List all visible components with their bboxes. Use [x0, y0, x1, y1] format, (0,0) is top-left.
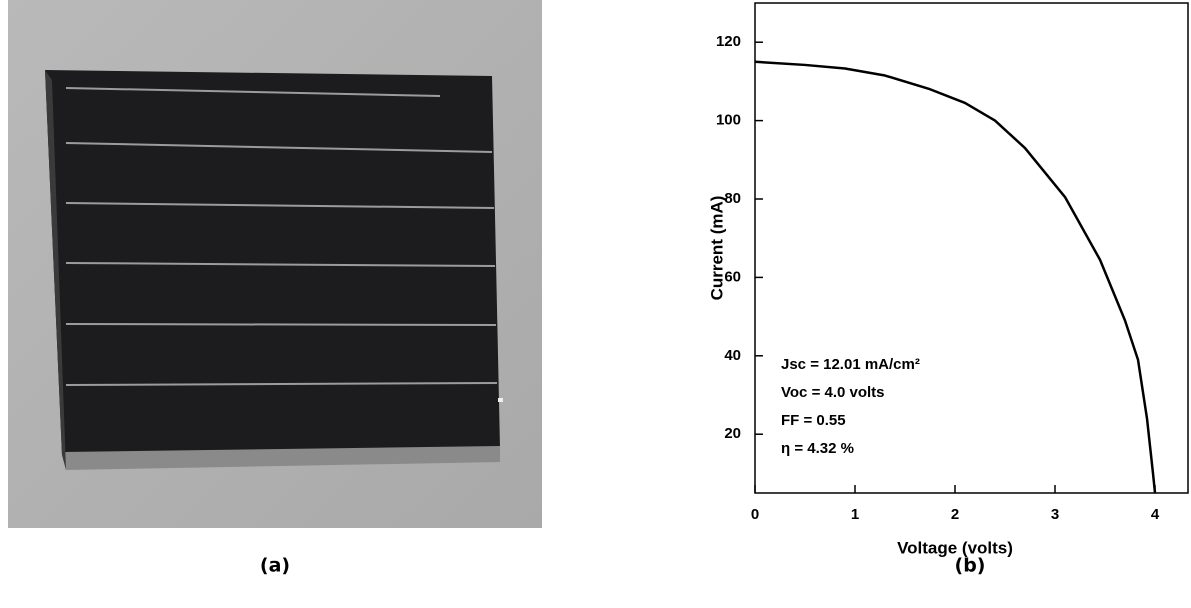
panel-label: (a) — [260, 555, 290, 577]
x-tick-label: 1 — [851, 506, 859, 523]
y-tick-label: 100 — [716, 112, 741, 129]
x-tick-label: 0 — [751, 506, 759, 523]
y-tick-label: 40 — [724, 347, 741, 364]
panel-label: (b) — [955, 555, 986, 577]
y-tick-label: 20 — [724, 425, 741, 442]
annotation: η = 4.32 % — [781, 440, 854, 457]
annotation: Voc = 4.0 volts — [781, 384, 885, 401]
plot-frame — [754, 2, 1189, 494]
iv-curve — [754, 60, 1157, 494]
x-tick-label: 4 — [1151, 506, 1160, 523]
y-tick-label: 80 — [724, 190, 741, 207]
y-tick-label: 120 — [716, 33, 741, 50]
annotation: FF = 0.55 — [781, 412, 846, 429]
x-tick-label: 2 — [951, 506, 959, 523]
annotation: Jsc = 12.01 mA/cm² — [781, 356, 920, 373]
y-axis-title: Current (mA) — [707, 196, 726, 301]
x-axis-title: Voltage (volts) — [897, 538, 1013, 557]
y-tick-label: 60 — [724, 268, 741, 285]
x-tick-label: 3 — [1051, 506, 1059, 523]
photo — [8, 0, 542, 528]
